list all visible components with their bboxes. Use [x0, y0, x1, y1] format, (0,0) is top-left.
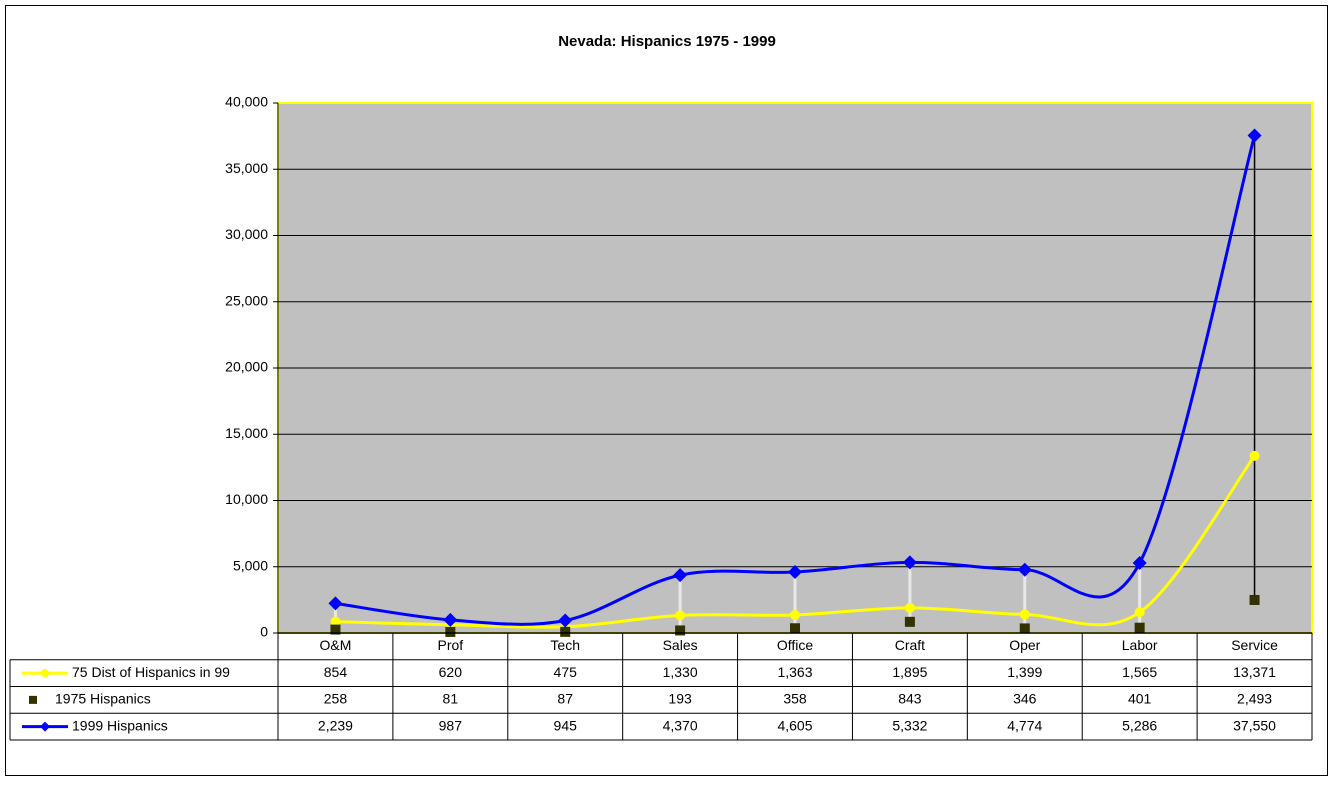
table-cell: 358	[783, 691, 807, 707]
table-cell: 475	[554, 664, 578, 680]
x-tick-label: Office	[777, 637, 814, 653]
table-cell: 13,371	[1233, 664, 1276, 680]
y-tick-label: 30,000	[225, 226, 268, 242]
point	[330, 616, 341, 627]
table-cell: 5,286	[1122, 717, 1157, 733]
legend-label: 1975 Hispanics	[55, 691, 151, 707]
point	[904, 616, 915, 627]
point	[1017, 562, 1032, 577]
x-tick-label: Sales	[663, 637, 698, 653]
table-cell: 4,370	[663, 717, 698, 733]
table-cell: 346	[1013, 691, 1037, 707]
x-tick-label: Labor	[1122, 637, 1158, 653]
legend-marker	[40, 721, 50, 732]
table-cell: 5,332	[892, 717, 927, 733]
y-tick-label: 25,000	[225, 292, 268, 308]
legend-marker	[41, 669, 49, 678]
x-tick-label: Oper	[1009, 637, 1040, 653]
table-cell: 87	[557, 691, 573, 707]
table-cell: 620	[439, 664, 463, 680]
point	[673, 568, 688, 583]
table-cell: 37,550	[1233, 717, 1276, 733]
series-line	[335, 135, 1257, 626]
point	[1134, 607, 1145, 618]
point	[1249, 594, 1260, 605]
table-cell: 1,895	[892, 664, 927, 680]
point	[1019, 609, 1030, 620]
point	[330, 624, 341, 635]
y-tick-label: 35,000	[225, 160, 268, 176]
x-tick-label: Tech	[550, 637, 580, 653]
table-cell: 1,330	[663, 664, 698, 680]
table-cell: 401	[1128, 691, 1152, 707]
point	[1247, 128, 1262, 143]
table-cell: 2,239	[318, 717, 353, 733]
legend-marker	[29, 695, 37, 704]
point	[443, 612, 458, 627]
table-cell: 945	[554, 717, 578, 733]
y-tick-label: 5,000	[233, 557, 268, 573]
y-tick-label: 15,000	[225, 425, 268, 441]
point	[1134, 622, 1145, 633]
point	[558, 613, 573, 628]
table-cell: 843	[898, 691, 922, 707]
point	[788, 564, 802, 579]
table-cell: 81	[443, 691, 459, 707]
table-cell: 987	[439, 717, 463, 733]
point	[790, 623, 800, 634]
y-tick-label: 10,000	[225, 491, 268, 507]
x-tick-label: Prof	[437, 637, 463, 653]
point	[1249, 450, 1260, 461]
table-cell: 854	[324, 664, 348, 680]
table-cell: 1,399	[1007, 664, 1042, 680]
point	[560, 626, 571, 637]
table-cell: 258	[324, 691, 348, 707]
table-cell: 1,363	[777, 664, 812, 680]
point	[902, 555, 917, 570]
table-cell: 4,605	[777, 717, 812, 733]
table-cell: 2,493	[1237, 691, 1272, 707]
point	[1132, 555, 1147, 570]
point	[790, 609, 800, 620]
legend-label: 1999 Hispanics	[72, 717, 168, 733]
point	[904, 602, 915, 613]
x-tick-label: Craft	[895, 637, 925, 653]
legend-label: 75 Dist of Hispanics in 99	[72, 664, 230, 680]
y-tick-label: 40,000	[225, 94, 268, 110]
chart-title: Nevada: Hispanics 1975 - 1999	[558, 33, 776, 50]
point	[1019, 623, 1030, 634]
table-cell: 4,774	[1007, 717, 1042, 733]
point	[328, 596, 343, 611]
table-cell: 193	[668, 691, 692, 707]
y-tick-label: 0	[260, 624, 268, 640]
table-cell: 1,565	[1122, 664, 1157, 680]
y-tick-label: 20,000	[225, 359, 268, 375]
x-tick-label: Service	[1231, 637, 1278, 653]
point	[445, 626, 456, 637]
x-tick-label: O&M	[319, 637, 351, 653]
point	[675, 610, 686, 621]
point	[675, 625, 686, 636]
